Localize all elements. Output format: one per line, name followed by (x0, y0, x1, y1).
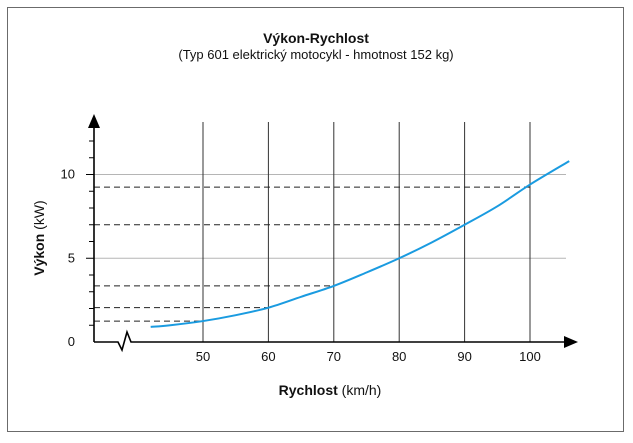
x-tick-label-100: 100 (519, 349, 541, 364)
x-axis-arrow (564, 336, 578, 348)
y-tick-label-0: 0 (68, 334, 75, 349)
x-tick-label-60: 60 (261, 349, 275, 364)
x-axis-label-unit: (km/h) (338, 382, 382, 398)
y-axis-arrow (88, 114, 100, 128)
x-axis-label-name: Rychlost (279, 382, 338, 398)
x-tick-label-90: 90 (457, 349, 471, 364)
x-axis-label: Rychlost (km/h) (279, 382, 382, 398)
y-tick-label-10: 10 (61, 167, 75, 182)
x-tick-label-50: 50 (196, 349, 210, 364)
y-axis-label-unit: (kW) (31, 200, 47, 233)
chart-frame (7, 7, 624, 432)
series-line-0 (150, 160, 570, 328)
chart-subtitle: (Typ 601 elektrický motocykl - hmotnost … (178, 47, 453, 62)
x-axis-line (94, 329, 566, 353)
y-axis-label: Výkon (kW) (31, 200, 47, 275)
x-tick-label-70: 70 (327, 349, 341, 364)
chart-title: Výkon-Rychlost (263, 30, 369, 46)
y-axis-label-name: Výkon (31, 234, 47, 276)
y-tick-label-5: 5 (68, 250, 75, 265)
x-tick-label-80: 80 (392, 349, 406, 364)
